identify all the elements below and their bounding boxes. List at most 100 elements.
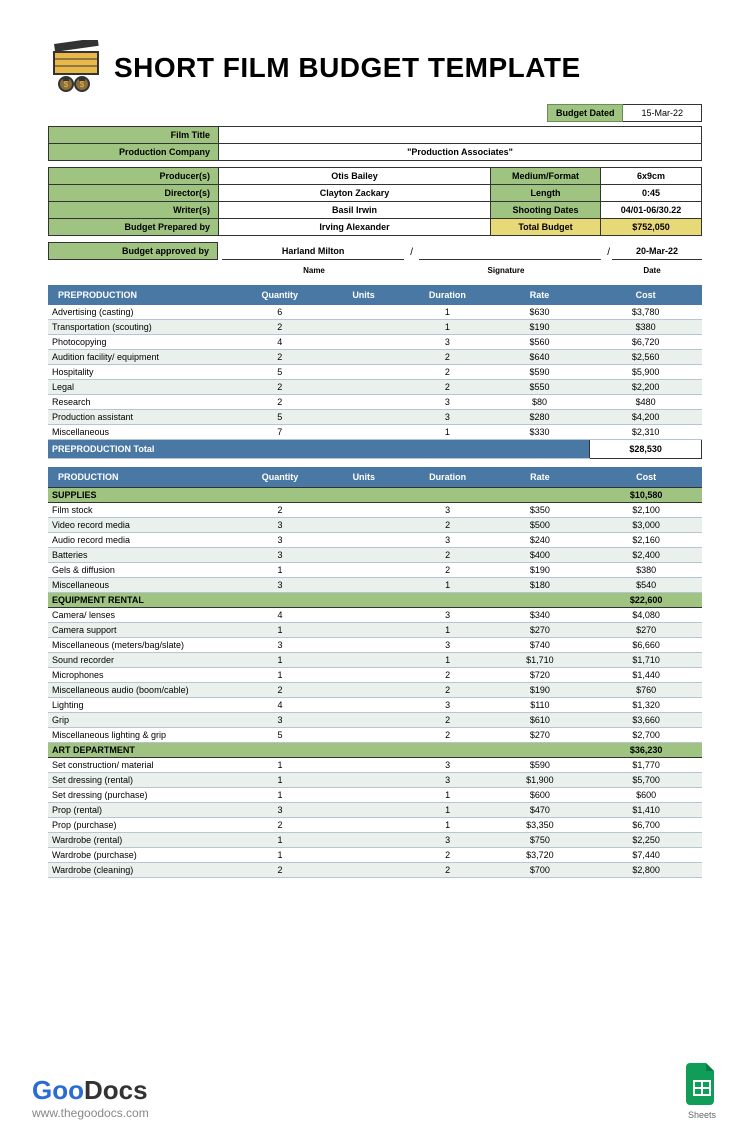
col-units: Units bbox=[322, 467, 406, 488]
logo-url: www.thegoodocs.com bbox=[32, 1106, 149, 1120]
logo-part2: Docs bbox=[84, 1075, 148, 1105]
col-section: PREPRODUCTION bbox=[48, 285, 238, 305]
cell: $110 bbox=[490, 698, 591, 713]
cell: 3 bbox=[406, 608, 490, 623]
cell: 1 bbox=[406, 578, 490, 593]
header: $ $ SHORT FILM BUDGET TEMPLATE bbox=[48, 40, 702, 96]
table-row: Wardrobe (cleaning)22$700$2,800 bbox=[48, 863, 702, 878]
cell bbox=[322, 683, 406, 698]
cell: 1 bbox=[238, 758, 322, 773]
budget-dated-value: 15-Mar-22 bbox=[623, 104, 702, 122]
cell: Advertising (casting) bbox=[48, 305, 238, 320]
shoot-label: Shooting Dates bbox=[491, 202, 601, 218]
cell bbox=[322, 563, 406, 578]
cell: Prop (rental) bbox=[48, 803, 238, 818]
footer: GooDocs www.thegoodocs.com Sheets bbox=[32, 1063, 718, 1120]
approve-sublabels: Name Signature Date bbox=[48, 266, 702, 275]
page: $ $ SHORT FILM BUDGET TEMPLATE Budget Da… bbox=[0, 0, 750, 1144]
cell: Miscellaneous bbox=[48, 578, 238, 593]
cell: $380 bbox=[590, 320, 702, 335]
cell: 7 bbox=[238, 425, 322, 440]
cell: $630 bbox=[489, 305, 590, 320]
cell: 1 bbox=[405, 320, 489, 335]
table-row: Legal22$550$2,200 bbox=[48, 380, 702, 395]
cell: $190 bbox=[490, 683, 591, 698]
cell: $3,350 bbox=[490, 818, 591, 833]
table-row: Set dressing (purchase)11$600$600 bbox=[48, 788, 702, 803]
cell: $550 bbox=[489, 380, 590, 395]
cell: $640 bbox=[489, 350, 590, 365]
cell: 2 bbox=[238, 350, 322, 365]
cell: $1,320 bbox=[590, 698, 702, 713]
cell: $3,780 bbox=[590, 305, 702, 320]
cell: $590 bbox=[490, 758, 591, 773]
table-row: Miscellaneous lighting & grip52$270$2,70… bbox=[48, 728, 702, 743]
cell bbox=[322, 788, 406, 803]
production-table: PRODUCTION Quantity Units Duration Rate … bbox=[48, 467, 702, 878]
cell: 5 bbox=[238, 365, 322, 380]
length-label: Length bbox=[491, 185, 601, 201]
cell: 3 bbox=[406, 773, 490, 788]
cell: 3 bbox=[405, 395, 489, 410]
cell: $590 bbox=[489, 365, 590, 380]
cell: $540 bbox=[590, 578, 702, 593]
cell: $2,700 bbox=[590, 728, 702, 743]
cell: 2 bbox=[238, 503, 322, 518]
cell: 1 bbox=[406, 653, 490, 668]
cell: 1 bbox=[406, 623, 490, 638]
producer-label: Producer(s) bbox=[49, 168, 219, 184]
table-row: Research23$80$480 bbox=[48, 395, 702, 410]
cell bbox=[322, 638, 406, 653]
approve-row: Budget approved by Harland Milton / / 20… bbox=[48, 242, 702, 260]
col-qty: Quantity bbox=[238, 467, 322, 488]
cell: $1,900 bbox=[490, 773, 591, 788]
col-qty: Quantity bbox=[238, 285, 322, 305]
subsection-total: $10,580 bbox=[590, 488, 702, 503]
cell: 2 bbox=[406, 683, 490, 698]
cell: 1 bbox=[238, 623, 322, 638]
length-value: 0:45 bbox=[601, 185, 701, 201]
col-rate: Rate bbox=[489, 285, 590, 305]
director-value: Clayton Zackary bbox=[219, 185, 491, 201]
cell: $270 bbox=[490, 728, 591, 743]
page-title: SHORT FILM BUDGET TEMPLATE bbox=[114, 52, 581, 84]
cell: Research bbox=[48, 395, 238, 410]
cell: $610 bbox=[490, 713, 591, 728]
cell: 3 bbox=[406, 833, 490, 848]
cell bbox=[322, 335, 406, 350]
cell: 2 bbox=[406, 713, 490, 728]
cell: 1 bbox=[238, 788, 322, 803]
slash: / bbox=[605, 247, 612, 260]
subsection-header: ART DEPARTMENT$36,230 bbox=[48, 743, 702, 758]
cell: $500 bbox=[490, 518, 591, 533]
cell: 2 bbox=[406, 518, 490, 533]
cell: $720 bbox=[490, 668, 591, 683]
cell: 1 bbox=[238, 653, 322, 668]
logo-part1: Goo bbox=[32, 1075, 84, 1105]
cell: 4 bbox=[238, 335, 322, 350]
cell bbox=[322, 365, 406, 380]
shoot-value: 04/01-06/30.22 bbox=[601, 202, 701, 218]
cell: $2,800 bbox=[590, 863, 702, 878]
cell: Camera support bbox=[48, 623, 238, 638]
cell bbox=[322, 833, 406, 848]
film-title-value bbox=[219, 127, 701, 143]
cell: 3 bbox=[405, 410, 489, 425]
prepared-label: Budget Prepared by bbox=[49, 219, 219, 235]
cell: 1 bbox=[406, 788, 490, 803]
table-row: Audition facility/ equipment22$640$2,560 bbox=[48, 350, 702, 365]
cell: $2,200 bbox=[590, 380, 702, 395]
cell: $190 bbox=[490, 563, 591, 578]
cell: 3 bbox=[238, 518, 322, 533]
cell: Set dressing (purchase) bbox=[48, 788, 238, 803]
cell: $240 bbox=[490, 533, 591, 548]
cell: Hospitality bbox=[48, 365, 238, 380]
cell: Miscellaneous (meters/bag/slate) bbox=[48, 638, 238, 653]
table-row: Video record media32$500$3,000 bbox=[48, 518, 702, 533]
cell: 1 bbox=[238, 668, 322, 683]
cell: Legal bbox=[48, 380, 238, 395]
approve-signature bbox=[419, 253, 601, 260]
cell: $560 bbox=[489, 335, 590, 350]
svg-text:$: $ bbox=[80, 80, 85, 89]
cell: Batteries bbox=[48, 548, 238, 563]
